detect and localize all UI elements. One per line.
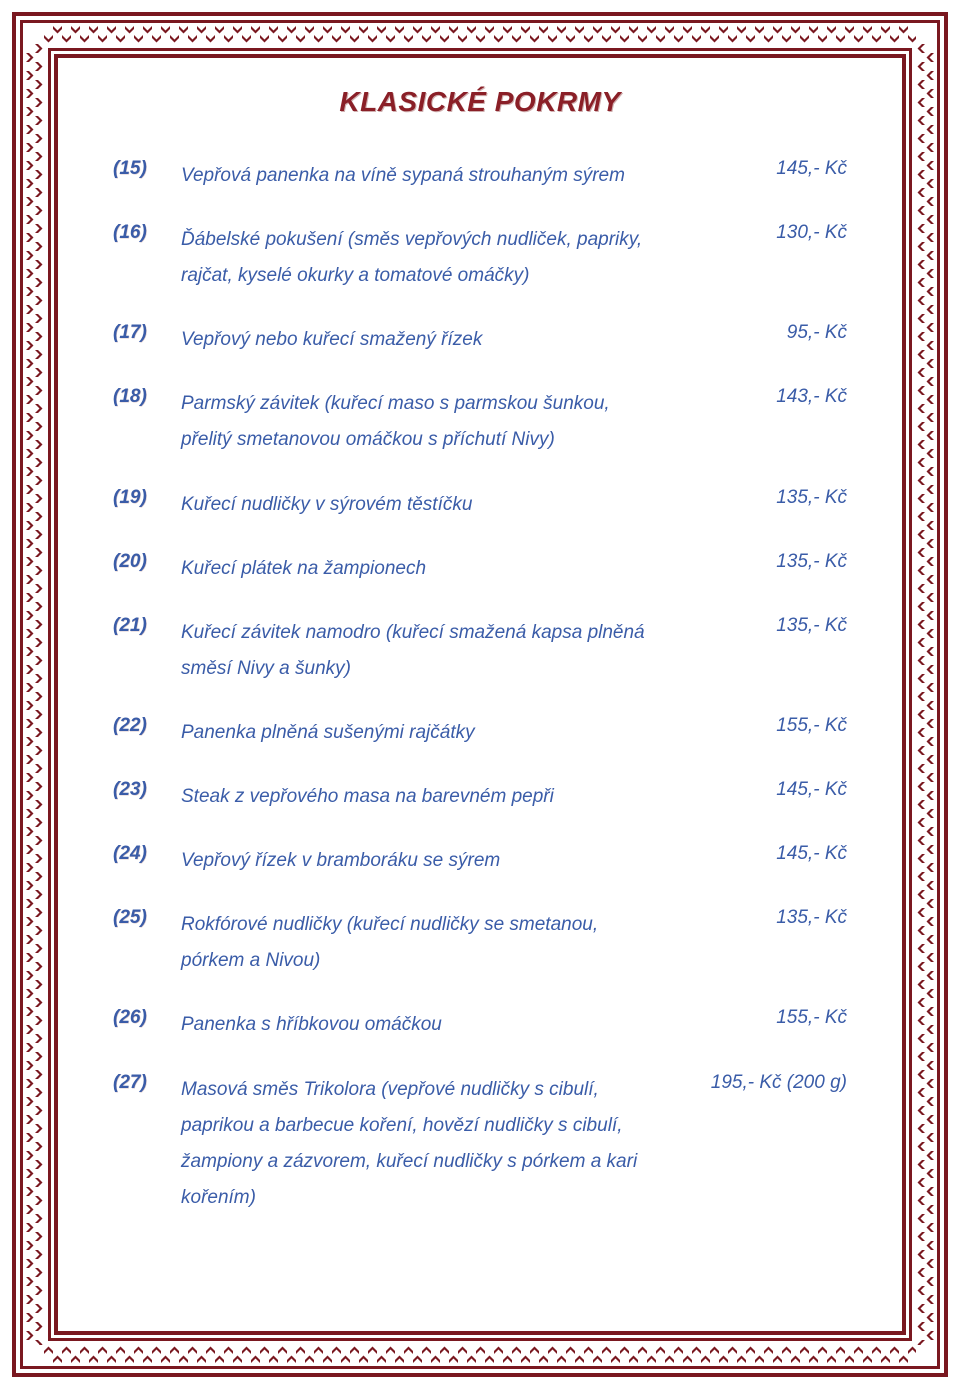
menu-item: (19) Kuřecí nudličky v sýrovém těstíčku 13…: [113, 487, 847, 523]
menu-item-description: Kuřecí nudličky v sýrovém těstíčku: [181, 487, 661, 523]
menu-item-number: (15): [113, 158, 175, 180]
menu-item-price: 145,- Kč: [667, 843, 847, 865]
menu-item: (17) Vepřový nebo kuřecí smažený řízek 95,…: [113, 322, 847, 358]
menu-item-description: Parmský závitek (kuřecí maso s parmskou …: [181, 386, 661, 458]
menu-item-description: Rokfórové nudličky (kuřecí nudličky se s…: [181, 907, 661, 979]
menu-item-number: (20): [113, 551, 175, 573]
menu-item-description: Vepřový nebo kuřecí smažený řízek: [181, 322, 661, 358]
menu-item-description: Kuřecí plátek na žampionech: [181, 551, 661, 587]
menu-item-price: 143,- Kč: [667, 386, 847, 408]
menu-item-number: (19): [113, 487, 175, 509]
menu-item-description: Masová směs Trikolora (vepřové nudličky …: [181, 1072, 661, 1216]
menu-item: (24) Vepřový řízek v bramboráku se sýrem 1…: [113, 843, 847, 879]
menu-item: (16) Ďábelské pokušení (směs vepřových nu…: [113, 222, 847, 294]
menu-item-number: (17): [113, 322, 175, 344]
decorative-border-region: KLASICKÉ POKRMY (15) Vepřová panenka na v…: [26, 26, 934, 1363]
menu-item: (27) Masová směs Trikolora (vepřové nudli…: [113, 1072, 847, 1216]
triangle-strip-left: [26, 44, 44, 1345]
menu-item: (26) Panenka s hříbkovou omáčkou 155,- Kč: [113, 1007, 847, 1043]
menu-item-description: Vepřový řízek v bramboráku se sýrem: [181, 843, 661, 879]
menu-item-price: 95,- Kč: [667, 322, 847, 344]
menu-item-description: Ďábelské pokušení (směs vepřových nudlič…: [181, 222, 661, 294]
content-area: KLASICKÉ POKRMY (15) Vepřová panenka na v…: [54, 54, 906, 1335]
menu-item-number: (23): [113, 779, 175, 801]
menu-item-price: 155,- Kč: [667, 715, 847, 737]
menu-item-number: (18): [113, 386, 175, 408]
menu-item-description: Vepřová panenka na víně sypaná strouhaný…: [181, 158, 661, 194]
menu-item-price: 155,- Kč: [667, 1007, 847, 1029]
outer-border-2: KLASICKÉ POKRMY (15) Vepřová panenka na v…: [20, 20, 940, 1369]
menu-item-price: 145,- Kč: [667, 158, 847, 180]
menu-section-title: KLASICKÉ POKRMY: [113, 86, 847, 118]
menu-item-number: (26): [113, 1007, 175, 1029]
menu-item-description: Kuřecí závitek namodro (kuřecí smažená k…: [181, 615, 661, 687]
menu-item-number: (16): [113, 222, 175, 244]
triangle-strip-right: [916, 44, 934, 1345]
page-frame: KLASICKÉ POKRMY (15) Vepřová panenka na v…: [0, 0, 960, 1389]
menu-item-list: (15) Vepřová panenka na víně sypaná strou…: [113, 158, 847, 1216]
menu-item-number: (27): [113, 1072, 175, 1094]
outer-border-1: KLASICKÉ POKRMY (15) Vepřová panenka na v…: [12, 12, 948, 1377]
menu-item-price: 135,- Kč: [667, 487, 847, 509]
menu-item-description: Panenka plněná sušenými rajčátky: [181, 715, 661, 751]
menu-item-price: 195,- Kč (200 g): [667, 1072, 847, 1094]
menu-item-number: (22): [113, 715, 175, 737]
menu-item-number: (24): [113, 843, 175, 865]
menu-item: (20) Kuřecí plátek na žampionech 135,- Kč: [113, 551, 847, 587]
menu-item-description: Steak z vepřového masa na barevném pepři: [181, 779, 661, 815]
inner-border-1: KLASICKÉ POKRMY (15) Vepřová panenka na v…: [48, 48, 912, 1341]
menu-item-price: 135,- Kč: [667, 615, 847, 637]
triangle-strip-bottom: [44, 1345, 916, 1363]
menu-item: (15) Vepřová panenka na víně sypaná strou…: [113, 158, 847, 194]
menu-item: (21) Kuřecí závitek namodro (kuřecí smaže…: [113, 615, 847, 687]
menu-item-number: (21): [113, 615, 175, 637]
menu-item-price: 135,- Kč: [667, 551, 847, 573]
menu-item-price: 130,- Kč: [667, 222, 847, 244]
menu-item-price: 135,- Kč: [667, 907, 847, 929]
menu-item: (23) Steak z vepřového masa na barevném p…: [113, 779, 847, 815]
menu-item-number: (25): [113, 907, 175, 929]
menu-item-description: Panenka s hříbkovou omáčkou: [181, 1007, 661, 1043]
triangle-strip-top: [44, 26, 916, 44]
menu-item: (25) Rokfórové nudličky (kuřecí nudličky …: [113, 907, 847, 979]
menu-item: (18) Parmský závitek (kuřecí maso s parms…: [113, 386, 847, 458]
menu-item-price: 145,- Kč: [667, 779, 847, 801]
menu-item: (22) Panenka plněná sušenými rajčátky 155,…: [113, 715, 847, 751]
